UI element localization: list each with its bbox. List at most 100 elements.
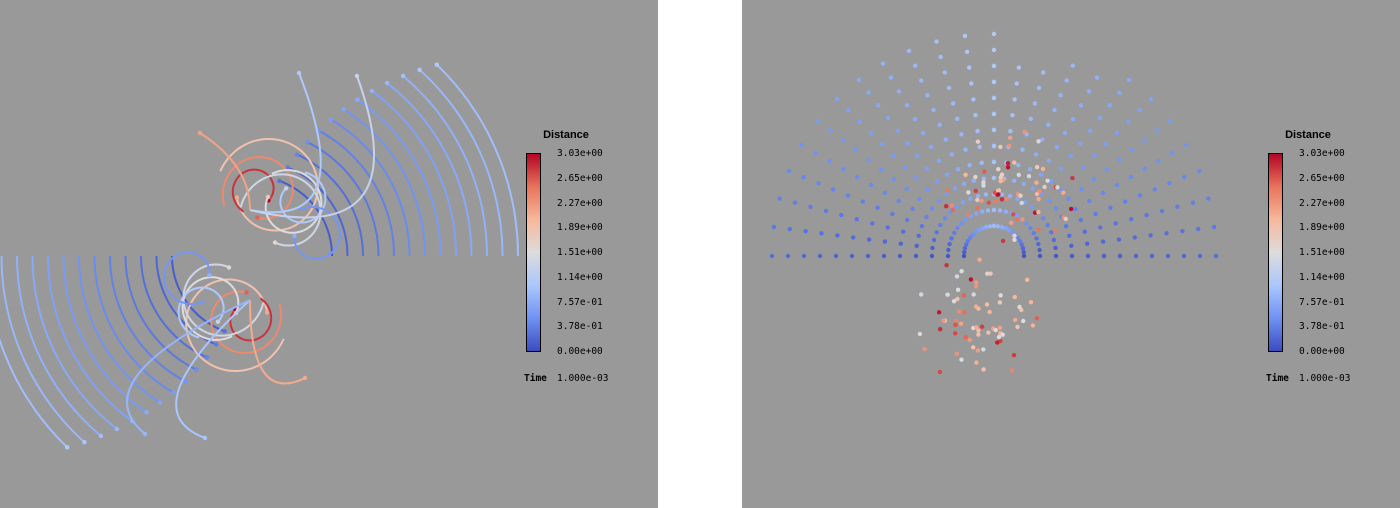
- trajectory-line: [185, 278, 285, 372]
- data-point: [986, 200, 991, 205]
- trajectory-head: [400, 73, 406, 79]
- data-point: [952, 186, 958, 191]
- data-point: [993, 327, 998, 333]
- trajectory-head: [183, 379, 188, 384]
- trajectory-line: [124, 255, 197, 371]
- data-point: [951, 299, 957, 304]
- data-point: [1142, 166, 1147, 172]
- data-point: [944, 263, 949, 268]
- data-point: [1036, 139, 1041, 144]
- data-point: [1015, 235, 1020, 240]
- data-point: [1069, 243, 1074, 248]
- trajectory-line: [229, 297, 273, 342]
- data-point: [913, 253, 919, 259]
- data-point: [1098, 225, 1103, 230]
- data-point: [1034, 236, 1039, 241]
- data-point: [914, 243, 919, 248]
- data-point: [854, 217, 859, 222]
- data-point: [999, 197, 1005, 202]
- data-point: [1012, 294, 1017, 300]
- data-point: [866, 237, 872, 242]
- data-point: [973, 174, 978, 180]
- data-point: [1052, 228, 1058, 233]
- data-point: [976, 328, 981, 333]
- data-point: [1040, 137, 1045, 142]
- data-point: [1181, 253, 1187, 259]
- data-point: [1037, 253, 1043, 259]
- trajectory-line: [93, 255, 174, 394]
- data-point: [1100, 190, 1106, 196]
- data-point: [962, 181, 967, 187]
- data-point: [1085, 253, 1091, 259]
- data-point: [979, 160, 984, 165]
- data-point: [968, 235, 973, 240]
- data-point: [1007, 193, 1013, 199]
- data-point: [1051, 237, 1057, 243]
- data-point: [944, 172, 950, 177]
- colorbar-tick-label: 0.00e+00: [557, 346, 603, 357]
- data-point: [1009, 220, 1014, 225]
- data-point: [925, 187, 930, 192]
- data-point: [950, 207, 955, 213]
- data-point: [959, 132, 964, 137]
- data-point: [1024, 221, 1029, 226]
- trajectory-line: [221, 155, 294, 220]
- data-point: [1046, 122, 1051, 128]
- data-point: [971, 345, 976, 350]
- trajectory-head: [98, 433, 104, 439]
- data-point: [936, 158, 942, 163]
- data-point: [1036, 196, 1041, 202]
- data-point: [833, 253, 839, 259]
- data-point: [971, 97, 976, 102]
- data-point: [962, 33, 968, 39]
- data-point: [1132, 235, 1137, 240]
- data-point: [952, 230, 957, 236]
- data-point: [827, 158, 832, 164]
- trajectory-head: [207, 272, 212, 278]
- data-point: [913, 63, 918, 68]
- data-point: [857, 119, 862, 124]
- data-point: [945, 253, 951, 259]
- data-point: [965, 238, 971, 244]
- data-point: [786, 168, 792, 174]
- data-point: [915, 153, 920, 159]
- data-point: [885, 115, 891, 121]
- time-value: 1.000e-03: [557, 373, 609, 384]
- data-point: [958, 321, 964, 326]
- data-point: [905, 141, 910, 146]
- data-point: [1093, 211, 1098, 217]
- data-point: [981, 183, 986, 188]
- data-point: [966, 212, 971, 217]
- data-point: [868, 130, 874, 136]
- data-point: [963, 147, 968, 152]
- data-point: [954, 274, 960, 279]
- trajectory-line: [210, 290, 283, 355]
- data-point: [919, 292, 924, 297]
- data-point: [1028, 225, 1033, 231]
- data-point: [1064, 78, 1069, 83]
- data-point: [1079, 186, 1084, 192]
- data-point: [1196, 168, 1202, 174]
- colorbar-tick-label: 1.51e+00: [557, 247, 603, 258]
- data-point: [1085, 241, 1090, 246]
- data-point: [1034, 180, 1039, 185]
- data-point: [1058, 166, 1064, 171]
- data-point: [1070, 117, 1076, 122]
- data-point: [1032, 101, 1038, 106]
- data-point: [771, 224, 777, 230]
- data-point: [813, 150, 818, 156]
- data-point: [819, 231, 824, 236]
- data-point: [1180, 229, 1185, 234]
- trajectory-line: [171, 256, 225, 333]
- data-point: [891, 177, 897, 182]
- trajectory-line: [318, 129, 395, 257]
- data-point: [981, 180, 986, 185]
- trajectory-head: [114, 426, 120, 432]
- trajectory-line: [140, 255, 208, 359]
- data-point: [984, 224, 989, 230]
- data-point: [1014, 214, 1020, 219]
- data-point: [969, 81, 974, 86]
- data-point: [777, 196, 782, 201]
- data-point: [996, 192, 1001, 197]
- data-point: [890, 211, 895, 217]
